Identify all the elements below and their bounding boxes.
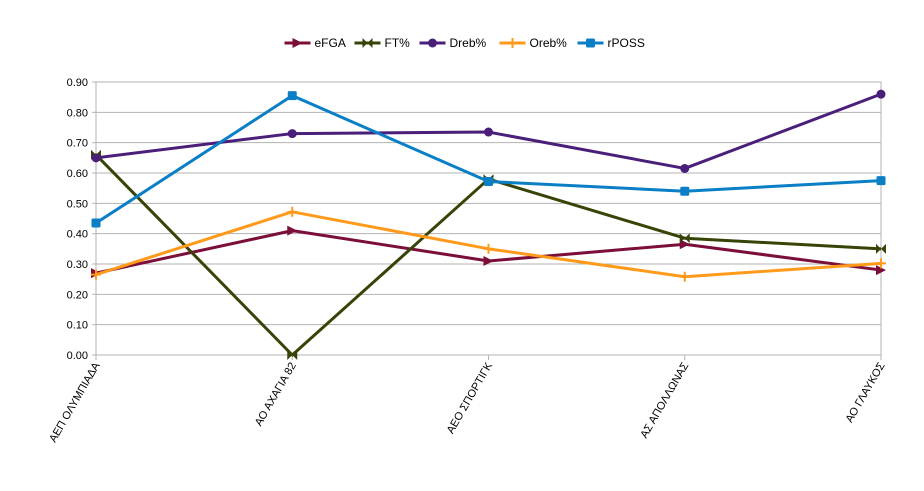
data-point	[483, 255, 494, 266]
data-point	[287, 206, 298, 217]
legend-marker	[362, 38, 373, 48]
y-axis: 0.00 0.10 0.20 0.30 0.40 0.50 0.60 0.70 0.80 0.90	[67, 77, 96, 362]
legend-label: Oreb%	[530, 36, 568, 50]
legend-marker	[292, 38, 303, 48]
data-point	[287, 350, 298, 360]
data-point	[679, 271, 690, 282]
x-tick-label: ΑΕΠ ΟΛΥΜΠΙΑΔΑ	[47, 360, 103, 445]
data-point	[483, 243, 494, 254]
y-tick-label: 0.10	[67, 320, 88, 332]
data-point	[679, 239, 690, 250]
series-line	[95, 94, 882, 225]
legend: eFGA FT% Dreb% Oreb% rPOSS	[284, 36, 645, 50]
data-point	[484, 176, 493, 186]
legend-label: Dreb%	[450, 36, 487, 50]
x-tick-label: ΑΟ ΓΛΑΥΚΟΣ	[844, 360, 888, 424]
x-tick-label: ΑΕΟ ΣΠΟΡΤΙΓΚ	[445, 360, 496, 436]
y-tick-label: 0.50	[67, 198, 88, 210]
data-point	[287, 129, 297, 139]
y-tick-label: 0.90	[67, 77, 88, 89]
legend-item: Dreb%	[419, 36, 487, 50]
y-tick-label: 0.60	[67, 168, 88, 180]
data-point	[876, 258, 886, 269]
y-tick-label: 0.20	[67, 289, 88, 301]
y-tick-label: 0.40	[67, 229, 88, 241]
legend-item: FT%	[354, 36, 411, 50]
plot-area	[95, 81, 882, 356]
series-rposs	[91, 91, 886, 228]
data-point	[91, 218, 101, 228]
data-point	[680, 186, 690, 196]
data-point	[91, 153, 101, 163]
legend-label: FT%	[385, 36, 411, 50]
x-tick-label: ΑΟ ΑΧΑΓΙΑ 82	[253, 361, 299, 429]
data-point	[91, 269, 101, 280]
gridlines	[95, 81, 882, 356]
legend-label: rPOSS	[608, 36, 645, 50]
series-efga	[91, 225, 886, 279]
data-point	[680, 163, 690, 173]
data-point	[287, 91, 297, 101]
legend-item: Oreb%	[499, 36, 568, 50]
x-axis: ΑΕΠ ΟΛΥΜΠΙΑΔΑ ΑΟ ΑΧΑΓΙΑ 82 ΑΕΟ ΣΠΟΡΤΙΓΚ ΑΣ …	[47, 355, 888, 445]
y-tick-label: 0.70	[67, 138, 88, 150]
legend-label: eFGA	[315, 36, 346, 50]
data-point	[876, 176, 886, 186]
x-tick-label: ΑΣ ΑΠΟΛΛΩΝΑΣ	[638, 360, 691, 440]
data-point	[484, 127, 493, 137]
data-point	[876, 243, 886, 254]
legend-marker	[428, 38, 437, 48]
data-point	[876, 265, 886, 276]
series-oreb-pct	[91, 206, 886, 282]
y-tick-label: 0.00	[67, 350, 88, 362]
data-point	[679, 233, 690, 244]
y-tick-label: 0.80	[67, 107, 88, 119]
legend-marker	[507, 38, 518, 48]
legend-item: rPOSS	[577, 36, 645, 50]
legend-marker	[586, 38, 595, 48]
y-tick-label: 0.30	[67, 259, 88, 271]
legend-item: eFGA	[284, 36, 346, 50]
data-point	[876, 89, 886, 99]
data-point	[287, 225, 298, 236]
series-dreb-pct	[91, 89, 886, 173]
series-lines	[91, 89, 886, 360]
